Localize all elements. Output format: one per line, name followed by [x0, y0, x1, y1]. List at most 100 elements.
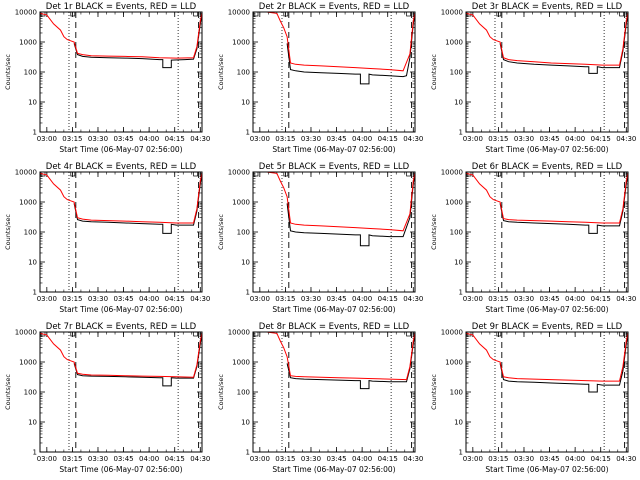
x-tick-label: 03:15	[275, 455, 295, 463]
chart-panel-3: Det 3r BLACK = Events, RED = LLD Counts/s…	[430, 2, 636, 154]
x-tick-label: 04:30	[403, 135, 423, 143]
x-tick-label: 04:00	[565, 455, 585, 463]
x-tick-label: 03:30	[301, 455, 321, 463]
y-tick-label: 100	[24, 229, 37, 237]
x-tick-label: 04:00	[352, 295, 372, 303]
x-tick-label: 03:30	[88, 295, 108, 303]
x-axis-label: Start Time (06-May-07 02:56:00)	[272, 305, 395, 314]
lld-series-line	[40, 332, 202, 378]
lld-series-line	[253, 332, 415, 381]
y-tick-label: 1	[459, 289, 463, 297]
chart-panel-1: Det 1r BLACK = Events, RED = LLD Counts/s…	[4, 2, 210, 154]
lld-series-line	[253, 12, 415, 72]
y-tick-label: 100	[450, 389, 463, 397]
plot-frame	[252, 11, 416, 133]
x-tick-label: 03:30	[88, 455, 108, 463]
plot-frame	[39, 11, 203, 133]
y-tick-label: 10000	[15, 169, 37, 177]
events-series-line	[286, 173, 415, 247]
x-tick-label: 04:30	[616, 295, 636, 303]
x-tick-label: 04:15	[165, 135, 185, 143]
y-tick-label: 10	[241, 99, 250, 107]
x-tick-label: 03:45	[113, 135, 133, 143]
y-tick-label: 1	[459, 449, 463, 457]
x-tick-label: 04:00	[139, 455, 159, 463]
chart-panel-5: Det 5r BLACK = Events, RED = LLD Counts/s…	[217, 162, 423, 314]
x-tick-label: 03:15	[488, 455, 508, 463]
events-series-line	[286, 333, 415, 390]
chart-title: Det 3r BLACK = Events, RED = LLD	[472, 2, 623, 12]
x-axis-label: Start Time (06-May-07 02:56:00)	[485, 145, 608, 154]
y-tick-label: 10	[28, 259, 37, 267]
x-tick-label: 03:30	[514, 135, 534, 143]
y-tick-label: 1000	[445, 359, 463, 367]
x-tick-label: 03:00	[250, 455, 270, 463]
y-tick-label: 1	[33, 129, 37, 137]
x-tick-label: 04:30	[190, 295, 210, 303]
x-tick-label: 04:15	[591, 455, 611, 463]
x-tick-label: 03:15	[488, 295, 508, 303]
chart-panel-6: Det 6r BLACK = Events, RED = LLD Counts/s…	[430, 162, 636, 314]
chart-title: Det 2r BLACK = Events, RED = LLD	[259, 2, 410, 12]
x-axis-label: Start Time (06-May-07 02:56:00)	[59, 465, 182, 474]
x-tick-label: 04:15	[591, 295, 611, 303]
y-tick-label: 1000	[19, 359, 37, 367]
x-tick-label: 04:00	[565, 135, 585, 143]
x-tick-label: 03:30	[301, 295, 321, 303]
x-tick-label: 03:00	[37, 455, 57, 463]
y-tick-label: 10000	[15, 9, 37, 17]
y-tick-label: 100	[24, 69, 37, 77]
y-tick-label: 1000	[445, 39, 463, 47]
y-axis-label: Counts/sec	[4, 374, 12, 410]
x-axis-label: Start Time (06-May-07 02:56:00)	[272, 465, 395, 474]
y-axis-label: Counts/sec	[4, 214, 12, 250]
x-tick-label: 03:45	[539, 135, 559, 143]
x-tick-label: 03:15	[62, 295, 82, 303]
y-tick-label: 10000	[441, 169, 463, 177]
y-tick-label: 1000	[232, 359, 250, 367]
y-tick-label: 10000	[228, 169, 250, 177]
x-tick-label: 03:45	[539, 455, 559, 463]
x-tick-label: 03:15	[275, 295, 295, 303]
x-tick-label: 04:00	[352, 135, 372, 143]
y-tick-label: 1000	[232, 199, 250, 207]
lld-series-line	[40, 12, 202, 59]
x-axis-label: Start Time (06-May-07 02:56:00)	[59, 145, 182, 154]
events-series-line	[73, 13, 202, 69]
x-tick-label: 03:30	[514, 295, 534, 303]
y-axis-label: Counts/sec	[430, 374, 438, 410]
x-tick-label: 03:00	[37, 135, 57, 143]
lld-series-line	[466, 172, 628, 224]
y-axis-label: Counts/sec	[217, 54, 225, 90]
y-tick-label: 10	[454, 419, 463, 427]
y-tick-label: 100	[237, 389, 250, 397]
y-tick-label: 10	[454, 99, 463, 107]
plot-frame	[39, 171, 203, 293]
y-tick-label: 1	[246, 449, 250, 457]
chart-title: Det 5r BLACK = Events, RED = LLD	[259, 162, 410, 172]
y-tick-label: 1	[246, 129, 250, 137]
x-tick-label: 03:00	[463, 455, 483, 463]
lld-series-line	[40, 172, 202, 224]
x-tick-label: 03:45	[539, 295, 559, 303]
plot-frame	[465, 171, 629, 293]
y-tick-label: 100	[237, 229, 250, 237]
x-tick-label: 04:30	[190, 135, 210, 143]
x-tick-label: 03:45	[326, 135, 346, 143]
y-axis-label: Counts/sec	[217, 214, 225, 250]
chart-title: Det 7r BLACK = Events, RED = LLD	[46, 322, 197, 332]
x-axis-label: Start Time (06-May-07 02:56:00)	[485, 305, 608, 314]
y-tick-label: 1000	[232, 39, 250, 47]
x-tick-label: 04:30	[616, 455, 636, 463]
chart-title: Det 1r BLACK = Events, RED = LLD	[46, 2, 197, 12]
chart-title: Det 8r BLACK = Events, RED = LLD	[259, 322, 410, 332]
x-axis-label: Start Time (06-May-07 02:56:00)	[272, 145, 395, 154]
x-tick-label: 03:00	[250, 135, 270, 143]
x-tick-label: 03:00	[250, 295, 270, 303]
y-tick-label: 10	[454, 259, 463, 267]
y-axis-label: Counts/sec	[430, 54, 438, 90]
events-series-line	[73, 173, 202, 234]
chart-title: Det 6r BLACK = Events, RED = LLD	[472, 162, 623, 172]
y-tick-label: 100	[237, 69, 250, 77]
x-tick-label: 04:15	[378, 295, 398, 303]
